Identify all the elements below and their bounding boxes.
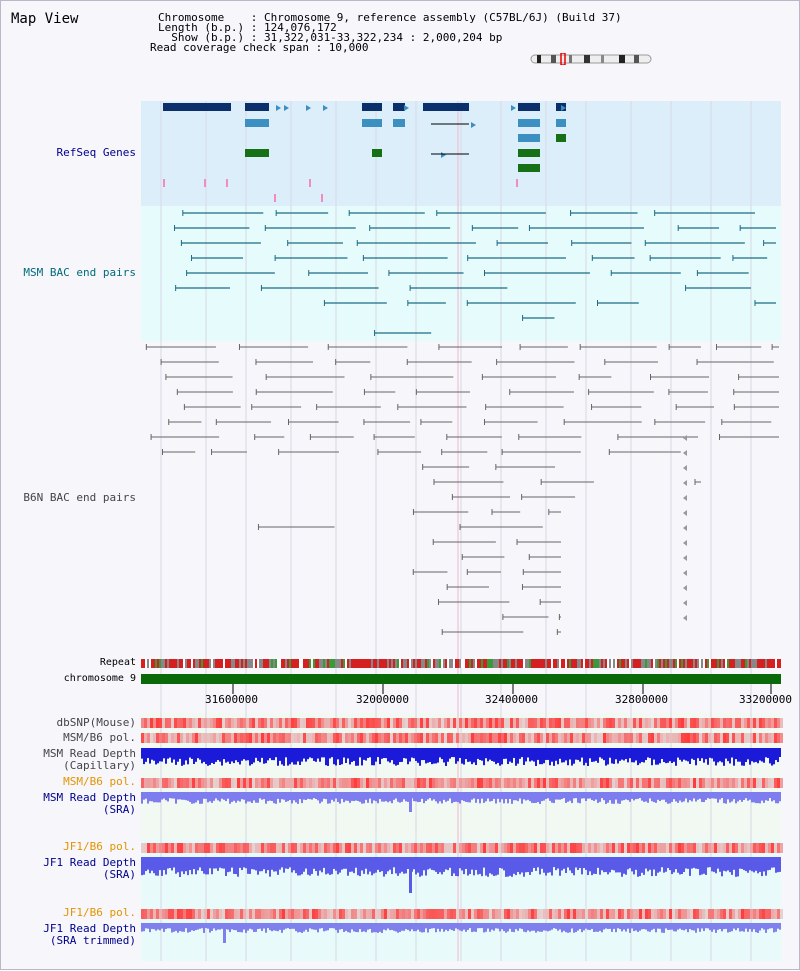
msm-depth-sra-spike — [409, 792, 412, 812]
refseq-mark-4 — [309, 179, 311, 187]
track-label-refseq[interactable]: RefSeq Genes — [56, 146, 136, 159]
refseq-gene-16 — [518, 164, 540, 172]
b6n-marker-12 — [683, 615, 687, 621]
show-range-info: Show (b.p.) : 31,322,031-33,322,234 : 2,… — [158, 31, 503, 44]
chromosome-bar — [141, 674, 781, 684]
refseq-gene-9 — [393, 119, 405, 127]
b6n-marker-9 — [683, 570, 687, 576]
b6n-marker-1 — [683, 450, 687, 456]
gene-arrow-2 — [323, 105, 328, 111]
coverage-span-info: Read coverage check span : 10,000 — [150, 41, 369, 54]
track-label-msm-pol: MSM/B6 pol. — [63, 731, 136, 744]
b6n-marker-10 — [683, 585, 687, 591]
gene-arrow-4 — [511, 105, 516, 111]
refseq-mark-3 — [516, 179, 518, 187]
track-label-b6n-bac[interactable]: B6N BAC end pairs — [23, 491, 136, 504]
axis-tick-5: 33200000 — [739, 693, 792, 706]
track-label-repeat: Repeat — [99, 657, 136, 668]
refseq-gene-3 — [393, 103, 405, 111]
b6n-marker-7 — [683, 540, 687, 546]
refseq-mark-5 — [274, 194, 276, 202]
b6n-marker-5 — [683, 510, 687, 516]
track-label-msm-depth-cap: MSM Read Depth (Capillary) — [43, 747, 136, 772]
axis-tick-2: 32000000 — [356, 693, 409, 706]
track-label-msm-pol-2: MSM/B6 pol. — [63, 775, 136, 788]
b6n-marker-6 — [683, 525, 687, 531]
refseq-mark-2 — [226, 179, 228, 187]
b6n-marker-8 — [683, 555, 687, 561]
track-label-msm-bac[interactable]: MSM BAC end pairs — [23, 266, 136, 279]
axis-tick-3: 32400000 — [485, 693, 538, 706]
refseq-gene-7 — [245, 119, 269, 127]
refseq-mark-1 — [204, 179, 206, 187]
length-info: Length (b.p.) : 124,076,172 — [158, 21, 337, 34]
track-label-jf1-depth: JF1 Read Depth (SRA) — [43, 856, 136, 881]
refseq-gene-14 — [372, 149, 382, 157]
refseq-mark-6 — [321, 194, 323, 202]
chromosome-ideogram[interactable] — [529, 53, 657, 65]
refseq-gene-15 — [518, 149, 540, 157]
axis-tick-4: 32800000 — [615, 693, 668, 706]
track-label-chromosome: chromosome 9 — [63, 673, 136, 684]
b6n-marker-0 — [683, 435, 687, 441]
refseq-gene-8 — [362, 119, 382, 127]
refseq-gene-2 — [362, 103, 382, 111]
jf1-depth-trimmed-spike — [223, 923, 226, 943]
gene-arrow-3 — [404, 105, 409, 111]
b6n-marker-3 — [683, 480, 687, 486]
gene-arrow-8 — [276, 105, 281, 111]
refseq-gene-17 — [556, 134, 566, 142]
page-title: Map View — [11, 11, 79, 27]
track-label-msm-depth-sra: MSM Read Depth (SRA) — [43, 791, 136, 816]
gene-arrow-0 — [284, 105, 289, 111]
refseq-mark-0 — [163, 179, 165, 187]
b6n-marker-4 — [683, 495, 687, 501]
b6n-marker-11 — [683, 600, 687, 606]
refseq-gene-13 — [245, 149, 269, 157]
axis-tick-1: 31600000 — [205, 693, 258, 706]
jf1-depth-sra-spike — [409, 857, 412, 893]
track-label-jf1-depth-trim: JF1 Read Depth (SRA trimmed) — [43, 922, 136, 947]
ideogram-position-marker — [560, 53, 566, 65]
refseq-gene-10 — [518, 119, 540, 127]
chromosome-info: Chromosome : Chromosome 9, reference ass… — [158, 11, 622, 24]
refseq-gene-4 — [423, 103, 469, 111]
refseq-gene-5 — [518, 103, 540, 111]
track-label-jf1-pol-2: JF1/B6 pol. — [63, 906, 136, 919]
gene-arrow-1 — [306, 105, 311, 111]
b6n-marker-2 — [683, 465, 687, 471]
refseq-gene-12 — [556, 119, 566, 127]
refseq-gene-11 — [518, 134, 540, 142]
track-label-jf1-pol: JF1/B6 pol. — [63, 840, 136, 853]
gene-arrow-7 — [561, 105, 566, 111]
refseq-gene-0 — [163, 103, 231, 111]
track-label-dbsnp: dbSNP(Mouse) — [56, 716, 136, 729]
gene-arrow-5 — [471, 122, 476, 128]
refseq-gene-1 — [245, 103, 269, 111]
